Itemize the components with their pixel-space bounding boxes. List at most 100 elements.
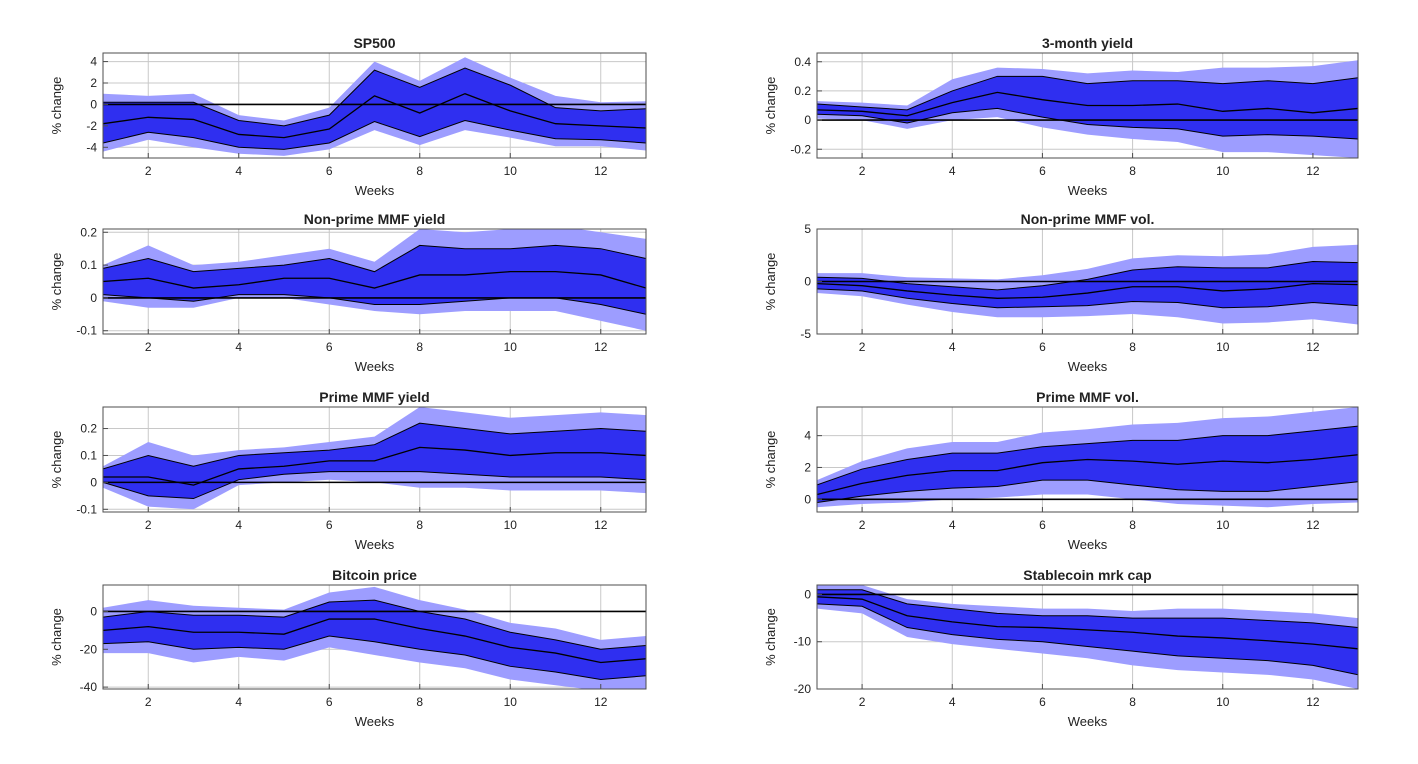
lower-band-line (817, 107, 1358, 140)
y-tick-label-0: -40 (80, 680, 98, 694)
x-tick-label-4: 10 (504, 164, 518, 178)
x-tick-label-4: 10 (1216, 340, 1230, 354)
y-tick-label-2: 0.1 (80, 258, 97, 272)
x-tick-label-5: 12 (594, 518, 608, 532)
chart-panel-8: 2 4 6 8 10 12 -20 -10 0 Stablecoin mrk cap Weeks % … (763, 567, 1359, 729)
x-tick-label-2: 6 (1039, 340, 1046, 354)
lower-band-line (817, 603, 1358, 676)
y-tick-label-0: -5 (800, 327, 811, 341)
median-line (817, 91, 1358, 117)
chart-title: Non-prime MMF yield (304, 211, 446, 227)
axes-box (816, 52, 1359, 159)
x-axis-label: Weeks (1068, 714, 1108, 729)
lower-band-line (103, 119, 646, 150)
y-tick-label-1: 2 (804, 460, 811, 474)
y-tick-label-1: -10 (794, 635, 812, 649)
y-axis-label: % change (49, 431, 64, 489)
inner-confidence-band (817, 426, 1358, 503)
x-tick-label-1: 4 (949, 518, 956, 532)
plot-area (817, 407, 1358, 512)
x-tick-label-0: 2 (145, 164, 152, 178)
x-axis-label: Weeks (355, 183, 395, 198)
x-tick-label-0: 2 (145, 518, 152, 532)
x-tick-label-0: 2 (859, 164, 866, 178)
x-tick-label-5: 12 (1306, 164, 1320, 178)
y-tick-label-0: -0.2 (790, 142, 811, 156)
y-tick-label-0: -4 (86, 140, 97, 154)
chart-title: Prime MMF yield (319, 389, 429, 405)
y-tick-label-3: 0.4 (794, 55, 811, 69)
lower-band-line (817, 479, 1358, 503)
y-tick-label-1: -2 (86, 119, 97, 133)
x-tick-label-4: 10 (504, 340, 518, 354)
axes-box (102, 52, 647, 159)
chart-panel-6: 2 4 6 8 10 12 0 2 4 Prime MMF vol. Weeks % change (763, 389, 1359, 552)
x-tick-label-3: 8 (1129, 518, 1136, 532)
x-axis-label: Weeks (1068, 537, 1108, 552)
x-tick-label-1: 4 (235, 518, 242, 532)
inner-confidence-band (103, 68, 646, 150)
plot-area (817, 229, 1358, 334)
x-tick-label-0: 2 (859, 695, 866, 709)
chart-panel-7: 2 4 6 8 10 12 -40 -20 0 Bitcoin price Weeks % chang… (49, 567, 647, 729)
x-tick-label-1: 4 (235, 164, 242, 178)
plot-area (103, 407, 646, 512)
upper-band-line (103, 244, 646, 273)
chart-panel-5: 2 4 6 8 10 12 -0.1 0 0.1 0.2 Prime MMF yield Weeks%… (49, 389, 647, 552)
axes-box (102, 406, 647, 513)
y-tick-label-2: 0 (90, 97, 97, 111)
chart-title: Bitcoin price (332, 567, 417, 583)
x-tick-label-3: 8 (416, 340, 423, 354)
x-tick-label-2: 6 (1039, 695, 1046, 709)
y-tick-label-3: 0.2 (80, 422, 97, 436)
x-tick-label-4: 10 (504, 518, 518, 532)
lower-band-line (103, 635, 646, 681)
upper-band-line (103, 599, 646, 650)
x-tick-label-5: 12 (594, 340, 608, 354)
median-line (817, 596, 1358, 650)
chart-title: SP500 (353, 35, 395, 51)
upper-band-line (103, 67, 646, 127)
plot-area (103, 585, 646, 689)
x-axis-label: Weeks (1068, 359, 1108, 374)
x-tick-label-4: 10 (1216, 164, 1230, 178)
upper-band-line (817, 589, 1358, 629)
median-line (103, 271, 646, 289)
x-tick-label-5: 12 (594, 164, 608, 178)
x-tick-label-5: 12 (1306, 695, 1320, 709)
median-line (103, 618, 646, 664)
y-axis-label: % change (49, 253, 64, 311)
axes-box (102, 584, 647, 690)
median-line (817, 282, 1358, 299)
y-tick-label-2: 0 (804, 587, 811, 601)
x-tick-label-3: 8 (416, 518, 423, 532)
inner-confidence-band (103, 600, 646, 680)
axes-box (816, 584, 1359, 690)
plot-area (817, 585, 1358, 689)
x-tick-label-3: 8 (1129, 340, 1136, 354)
x-tick-label-2: 6 (1039, 518, 1046, 532)
y-tick-label-1: 0 (90, 475, 97, 489)
inner-confidence-band (817, 76, 1358, 140)
y-tick-label-0: -0.1 (76, 324, 97, 338)
y-tick-label-1: 0 (804, 113, 811, 127)
x-axis-label: Weeks (1068, 183, 1108, 198)
x-tick-label-2: 6 (326, 518, 333, 532)
y-tick-label-0: -0.1 (76, 502, 97, 516)
y-tick-label-2: 4 (804, 429, 811, 443)
y-tick-label-2: 0.1 (80, 448, 97, 462)
y-tick-label-0: -20 (794, 682, 812, 696)
lower-band-line (817, 288, 1358, 309)
x-axis-label: Weeks (355, 714, 395, 729)
x-tick-label-0: 2 (859, 340, 866, 354)
chart-panel-3: 2 4 6 8 10 12 -0.1 0 0.1 0.2 Non-prime MMF yield We… (49, 211, 647, 374)
x-tick-label-1: 4 (949, 695, 956, 709)
x-tick-label-5: 12 (1306, 518, 1320, 532)
median-line (103, 93, 646, 139)
upper-band-line (103, 422, 646, 470)
x-tick-label-3: 8 (416, 695, 423, 709)
x-tick-label-0: 2 (859, 518, 866, 532)
inner-confidence-band (103, 245, 646, 315)
x-tick-label-4: 10 (1216, 518, 1230, 532)
